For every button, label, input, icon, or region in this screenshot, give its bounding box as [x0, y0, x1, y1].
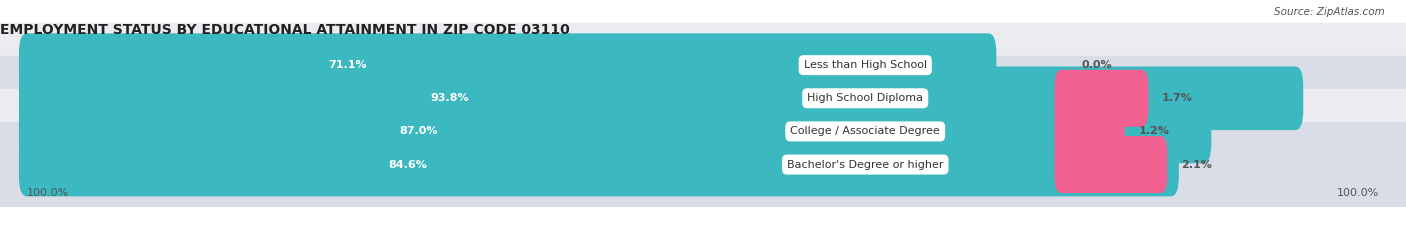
Text: 87.0%: 87.0%	[399, 127, 439, 136]
FancyBboxPatch shape	[0, 23, 1406, 108]
Text: Source: ZipAtlas.com: Source: ZipAtlas.com	[1274, 7, 1385, 17]
Text: 2.1%: 2.1%	[1181, 160, 1212, 170]
FancyBboxPatch shape	[0, 122, 1406, 207]
FancyBboxPatch shape	[1054, 103, 1125, 160]
FancyBboxPatch shape	[0, 56, 1406, 141]
FancyBboxPatch shape	[18, 133, 1178, 196]
Text: Bachelor's Degree or higher: Bachelor's Degree or higher	[787, 160, 943, 170]
Text: High School Diploma: High School Diploma	[807, 93, 924, 103]
FancyBboxPatch shape	[18, 99, 1212, 163]
Text: College / Associate Degree: College / Associate Degree	[790, 127, 941, 136]
FancyBboxPatch shape	[1054, 136, 1167, 193]
Text: 84.6%: 84.6%	[389, 160, 427, 170]
Text: 0.0%: 0.0%	[1081, 60, 1112, 70]
FancyBboxPatch shape	[18, 66, 1303, 130]
Text: 93.8%: 93.8%	[430, 93, 470, 103]
Text: EMPLOYMENT STATUS BY EDUCATIONAL ATTAINMENT IN ZIP CODE 03110: EMPLOYMENT STATUS BY EDUCATIONAL ATTAINM…	[0, 23, 569, 37]
Text: 71.1%: 71.1%	[328, 60, 367, 70]
FancyBboxPatch shape	[0, 89, 1406, 174]
Text: Less than High School: Less than High School	[804, 60, 927, 70]
FancyBboxPatch shape	[18, 33, 997, 97]
Text: 1.7%: 1.7%	[1161, 93, 1192, 103]
FancyBboxPatch shape	[1054, 70, 1149, 127]
Text: 100.0%: 100.0%	[27, 188, 69, 199]
Text: 1.2%: 1.2%	[1139, 127, 1170, 136]
Text: 100.0%: 100.0%	[1337, 188, 1379, 199]
